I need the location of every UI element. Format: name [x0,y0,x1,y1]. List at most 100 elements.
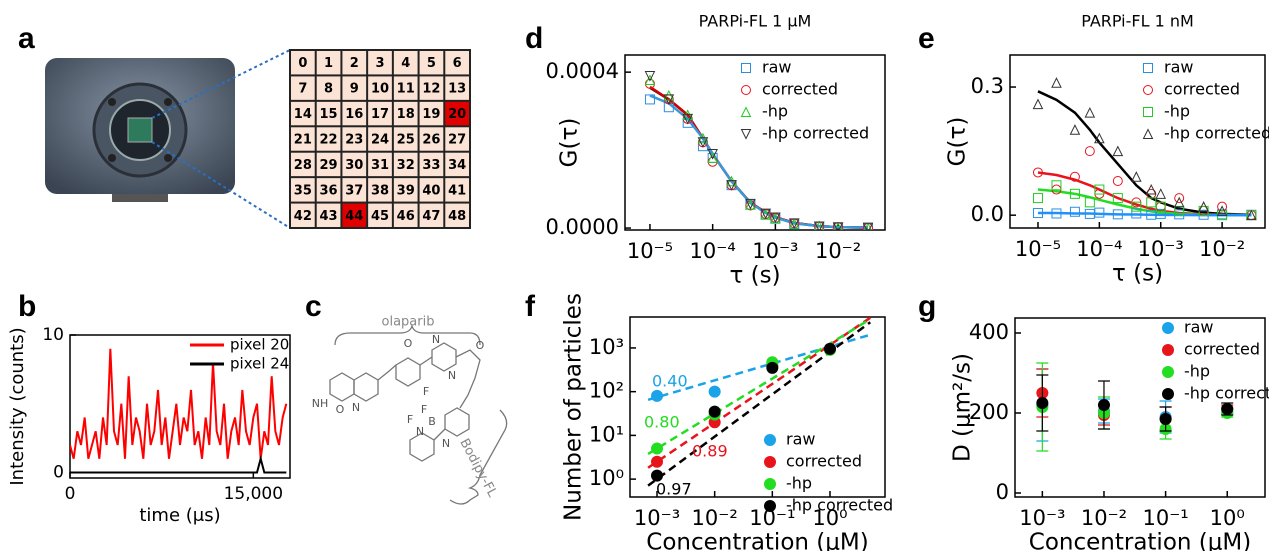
pixel-number: 4 [401,56,410,71]
atom-label: N [416,425,424,438]
pixel-number: 6 [453,56,462,71]
pixel-number: 31 [371,158,389,173]
pixel-number: 46 [397,209,415,224]
y-tick-label: 0.0004 [546,59,619,83]
marker [1198,201,1209,212]
legend-label: corrected [786,452,862,471]
marker [663,94,675,106]
marker [1216,205,1228,216]
marker [1094,207,1105,218]
panel-label: c [305,290,322,323]
fit-line [647,321,872,487]
legend-label: -hp corrected [1164,124,1269,143]
marker [1174,193,1185,204]
pixel-cell [393,101,418,126]
marker [663,89,675,101]
legend-label: -hp [786,474,812,493]
x-tick-label: 10⁻² [815,239,861,263]
legend-label: pixel 20 [230,336,289,354]
pixel-cell [342,76,367,100]
screw [108,98,116,106]
pixel-cell [445,178,469,202]
legend-label: raw [786,430,815,449]
marker [644,94,655,105]
marker [708,385,721,398]
pixel-number: 44 [345,209,363,224]
group-label: olaparib [382,315,435,330]
marker [1112,176,1123,187]
marker [651,442,664,455]
atom-label: N [442,437,450,450]
pixel-number: 42 [294,209,312,224]
atom-label: F [423,385,429,398]
x-tick-label: 10⁻³ [1019,506,1065,530]
chemical-structure [329,323,508,505]
marker [1069,124,1081,135]
legend-marker [1143,107,1153,117]
pixel-cell [419,178,444,202]
pixel-cell [445,152,469,177]
pixel-cell [291,76,315,100]
marker [644,71,656,82]
pixel-cell [316,178,341,202]
pixel-number: 19 [422,107,440,122]
ring [431,342,457,372]
brace [334,323,481,346]
pixel-number: 3 [375,56,384,71]
y-axis-label: Number of particles [561,293,587,521]
legend-marker [764,500,776,512]
marker [1145,183,1157,195]
pixel-cell [291,178,315,202]
pixel-cell [291,127,315,151]
marker [823,342,836,355]
legend-label: raw [1184,318,1213,337]
marker [766,361,779,374]
fit-line [647,317,871,469]
zoom-line [151,49,291,119]
marker [1032,208,1043,219]
pixel-cell [291,203,315,227]
pixel-number: 45 [371,209,389,224]
panel-label: a [18,22,35,55]
legend-label: corrected [1184,340,1260,359]
pixel-cell [393,127,418,151]
pixel-cell [342,178,367,202]
y-axis-label: D (μm²/s) [950,353,976,462]
ring [444,407,470,437]
x-tick-label: 10⁰ [1210,506,1245,530]
plot-area [647,317,872,487]
marker [1051,208,1062,219]
pixel-cell [368,203,392,227]
y-tick-label: 10 [42,325,64,345]
x-axis-label: Concentration (μM) [1029,530,1251,551]
pixel-cell [368,101,392,126]
y-tick-label: 10⁰ [589,466,624,490]
legend-marker [764,456,776,468]
pixel-number: 37 [345,183,363,198]
bond [455,349,481,409]
atom-label: N [448,369,456,382]
plot-frame [1009,54,1266,229]
pixel-cell [445,101,469,126]
fit-line [649,86,869,229]
marker [1159,413,1172,425]
x-tick-label: 10⁻⁴ [690,239,736,263]
atom-label: O [404,337,413,350]
annotation: 0.97 [656,480,692,499]
pixel-number: 30 [345,158,363,173]
pixel-number: 32 [397,158,415,173]
pixel-cell [316,203,341,227]
marker [697,141,708,152]
marker [745,198,756,210]
pixel-number: 9 [350,82,359,97]
marker [682,117,693,128]
pixel-cell [419,51,444,75]
x-tick-label: 10⁻³ [634,506,680,530]
pixel-cell [316,152,341,177]
marker [1097,399,1110,411]
ring [409,432,435,462]
pixel-cell [419,152,444,177]
x-tick-label: 10⁻⁵ [627,239,673,263]
